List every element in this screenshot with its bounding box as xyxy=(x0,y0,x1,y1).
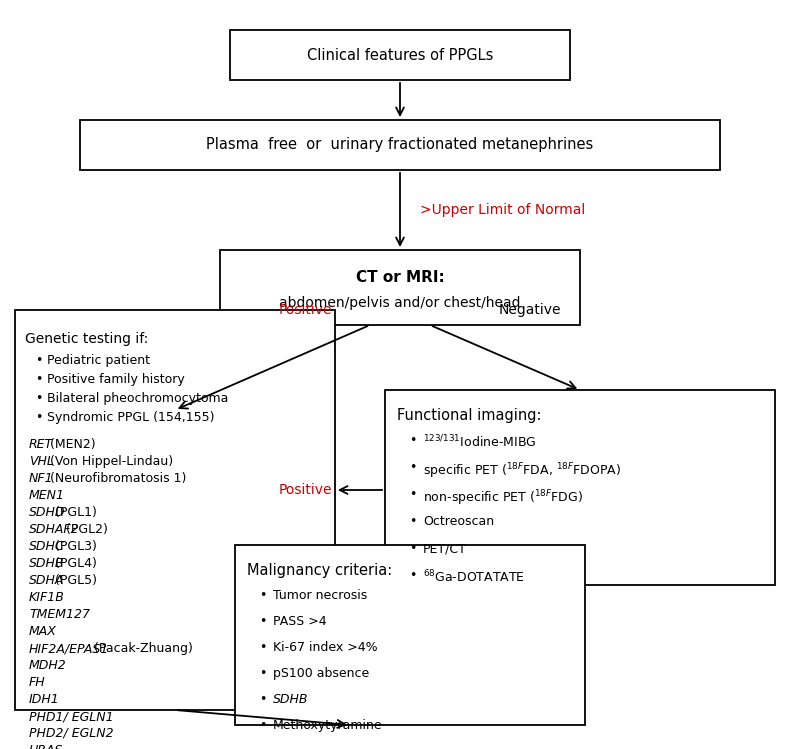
Text: IDH1: IDH1 xyxy=(29,693,60,706)
Text: SDHAF2: SDHAF2 xyxy=(29,523,80,536)
Text: •: • xyxy=(259,693,266,706)
Text: •: • xyxy=(409,569,416,582)
Text: •: • xyxy=(35,392,42,405)
Text: NF1: NF1 xyxy=(29,472,54,485)
Text: Octreoscan: Octreoscan xyxy=(423,515,494,528)
Text: SDHA: SDHA xyxy=(29,574,64,587)
Text: Syndromic PPGL (154,155): Syndromic PPGL (154,155) xyxy=(47,411,214,424)
Bar xyxy=(15,310,335,710)
Text: Pediatric patient: Pediatric patient xyxy=(47,354,150,367)
Text: non-specific PET ($^{18F}$FDG): non-specific PET ($^{18F}$FDG) xyxy=(423,488,583,508)
Text: •: • xyxy=(259,667,266,680)
Text: Plasma  free  or  urinary fractionated metanephrines: Plasma free or urinary fractionated meta… xyxy=(206,138,594,153)
Text: specific PET ($^{18F}$FDA, $^{18F}$FDOPA): specific PET ($^{18F}$FDA, $^{18F}$FDOPA… xyxy=(423,461,622,481)
Text: RET: RET xyxy=(29,438,53,451)
Text: Clinical features of PPGLs: Clinical features of PPGLs xyxy=(307,47,493,62)
Text: MEN1: MEN1 xyxy=(29,489,65,502)
Text: $^{68}$Ga-DOTATATE: $^{68}$Ga-DOTATATE xyxy=(423,569,525,586)
Bar xyxy=(220,250,580,325)
Text: Positive family history: Positive family history xyxy=(47,373,185,386)
Text: HRAS: HRAS xyxy=(29,744,63,749)
Text: SDHD: SDHD xyxy=(29,506,66,519)
Text: (Pacak-Zhuang): (Pacak-Zhuang) xyxy=(90,642,192,655)
Text: Functional imaging:: Functional imaging: xyxy=(397,408,542,423)
Text: (MEN2): (MEN2) xyxy=(46,438,95,451)
Text: •: • xyxy=(35,373,42,386)
Text: Tumor necrosis: Tumor necrosis xyxy=(273,589,367,602)
Text: •: • xyxy=(409,542,416,555)
Text: TMEM127: TMEM127 xyxy=(29,608,90,621)
Text: (PGL4): (PGL4) xyxy=(51,557,97,570)
Text: Positive: Positive xyxy=(278,483,332,497)
Text: VHL: VHL xyxy=(29,455,54,468)
Text: Ki-67 index >4%: Ki-67 index >4% xyxy=(273,641,378,654)
Text: abdomen/pelvis and/or chest/head: abdomen/pelvis and/or chest/head xyxy=(279,296,521,310)
Text: (PGL3): (PGL3) xyxy=(51,540,97,553)
Text: •: • xyxy=(35,411,42,424)
Bar xyxy=(385,390,775,585)
Text: •: • xyxy=(409,488,416,501)
Text: (PGL5): (PGL5) xyxy=(51,574,97,587)
Text: PASS >4: PASS >4 xyxy=(273,615,326,628)
Text: •: • xyxy=(409,434,416,447)
Text: SDHC: SDHC xyxy=(29,540,65,553)
Text: Bilateral pheochromocytoma: Bilateral pheochromocytoma xyxy=(47,392,228,405)
Bar xyxy=(235,545,585,725)
Text: Genetic testing if:: Genetic testing if: xyxy=(25,332,148,346)
Text: (Neurofibromatosis 1): (Neurofibromatosis 1) xyxy=(46,472,186,485)
Text: •: • xyxy=(35,354,42,367)
Text: (PGL1): (PGL1) xyxy=(51,506,97,519)
Text: >Upper Limit of Normal: >Upper Limit of Normal xyxy=(420,203,586,217)
Text: FH: FH xyxy=(29,676,46,689)
Text: pS100 absence: pS100 absence xyxy=(273,667,370,680)
Text: Methoxytyramine: Methoxytyramine xyxy=(273,719,382,732)
Text: (Von Hippel-Lindau): (Von Hippel-Lindau) xyxy=(46,455,173,468)
Text: KIF1B: KIF1B xyxy=(29,591,65,604)
Text: •: • xyxy=(259,719,266,732)
Text: CT or MRI:: CT or MRI: xyxy=(356,270,444,285)
Text: MAX: MAX xyxy=(29,625,57,638)
Text: •: • xyxy=(409,461,416,474)
Text: •: • xyxy=(259,589,266,602)
Text: SDHB: SDHB xyxy=(273,693,309,706)
Bar xyxy=(80,120,720,170)
Text: (PGL2): (PGL2) xyxy=(62,523,108,536)
Text: Negative: Negative xyxy=(498,303,562,317)
Text: •: • xyxy=(409,515,416,528)
Text: PHD1/ EGLN1: PHD1/ EGLN1 xyxy=(29,710,114,723)
Text: HIF2A/EPAS1: HIF2A/EPAS1 xyxy=(29,642,110,655)
Text: SDHB: SDHB xyxy=(29,557,65,570)
Bar xyxy=(230,30,570,80)
Text: $^{123/131}$Iodine-MIBG: $^{123/131}$Iodine-MIBG xyxy=(423,434,537,451)
Text: •: • xyxy=(259,641,266,654)
Text: Malignancy criteria:: Malignancy criteria: xyxy=(247,563,392,578)
Text: MDH2: MDH2 xyxy=(29,659,66,672)
Text: •: • xyxy=(259,615,266,628)
Text: Positive: Positive xyxy=(278,303,332,317)
Text: PET/CT: PET/CT xyxy=(423,542,467,555)
Text: PHD2/ EGLN2: PHD2/ EGLN2 xyxy=(29,727,114,740)
